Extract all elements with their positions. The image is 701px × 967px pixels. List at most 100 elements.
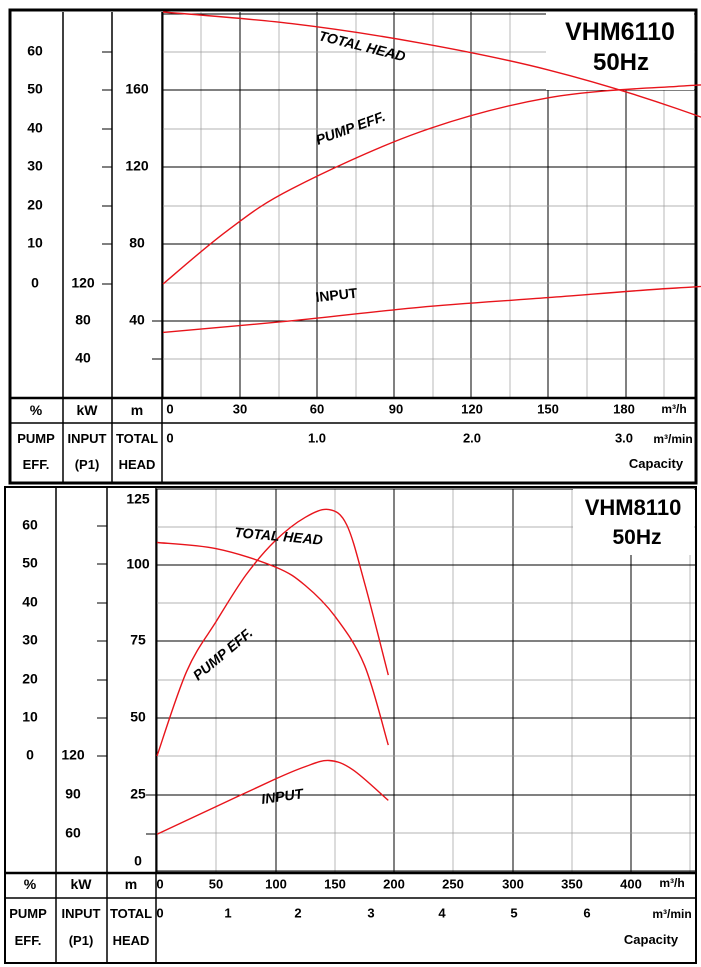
flow-m3min-tick-label: 6 — [583, 905, 590, 920]
head-tick-label: 25 — [130, 786, 146, 802]
performance-curves — [162, 11, 701, 334]
head-name-1: TOTAL — [110, 906, 152, 921]
kw-unit: kW — [77, 402, 99, 418]
pump-eff-tick-label: 10 — [27, 235, 43, 251]
pump-eff-tick-label: 40 — [27, 120, 43, 136]
frequency-label: 50Hz — [612, 526, 661, 549]
pump-eff-tick-label: 30 — [27, 158, 43, 174]
head-tick-label: 125 — [126, 491, 150, 507]
input-kw-tick-label: 120 — [71, 275, 95, 291]
flow-m3h-tick-label: 250 — [442, 876, 464, 891]
flow-m3h-tick-label: 60 — [310, 401, 324, 416]
flow-m3h-tick-label: 300 — [502, 876, 524, 891]
left-axis-ticks: 60 50 40 30 20 10 0 120 80 40 160 120 80 40 — [27, 43, 162, 366]
flow-m3min-unit: m³/min — [653, 432, 692, 446]
pump-eff-tick-label: 20 — [27, 197, 43, 213]
curve-input — [156, 759, 389, 835]
capacity-label: Capacity — [629, 456, 684, 471]
model-title-box — [546, 12, 694, 90]
panel-vhm6110: VHM6110 50Hz 60 50 40 30 20 10 0 120 80 40 160 120 8… — [8, 8, 701, 485]
kw-name-2: (P1) — [75, 457, 100, 472]
kw-name-1: INPUT — [68, 431, 107, 446]
head-unit: m — [125, 876, 137, 892]
head-unit: m — [131, 402, 143, 418]
flow-m3h-unit: m³/h — [659, 876, 684, 890]
curve-label-input: INPUT — [315, 285, 359, 305]
curve-total-head — [162, 11, 701, 118]
flow-m3h-tick-label: 120 — [461, 401, 483, 416]
flow-m3h-tick-label: 90 — [389, 401, 403, 416]
flow-m3h-tick-label: 30 — [233, 401, 247, 416]
head-name-1: TOTAL — [116, 431, 158, 446]
flow-m3min-tick-label: 5 — [510, 905, 517, 920]
curve-label-input: INPUT — [260, 785, 305, 807]
flow-m3min-tick-label: 0 — [166, 430, 173, 445]
model-name: VHM6110 — [565, 18, 675, 46]
flow-m3min-tick-label: 2.0 — [463, 430, 481, 445]
head-tick-label: 0 — [134, 853, 142, 869]
head-name-2: HEAD — [113, 933, 150, 948]
input-kw-tick-label: 90 — [65, 786, 81, 802]
eff-name-1: PUMP — [17, 431, 55, 446]
kw-unit: kW — [71, 876, 93, 892]
flow-m3min-tick-label: 3.0 — [615, 430, 633, 445]
flow-axis-ticks: 0 30 60 90 120 150 180 0 1.0 2.0 3.0 — [166, 401, 634, 445]
flow-m3min-tick-label: 1 — [224, 905, 231, 920]
frequency-label: 50Hz — [593, 49, 649, 76]
pump-eff-tick-label: 0 — [26, 747, 34, 763]
flow-m3min-unit: m³/min — [652, 907, 691, 921]
head-tick-label: 50 — [130, 709, 146, 725]
model-title-box — [573, 489, 694, 555]
curve-pump-eff — [156, 508, 389, 757]
curve-input — [162, 285, 701, 334]
pump-eff-tick-label: 60 — [22, 517, 38, 533]
flow-m3h-unit: m³/h — [661, 402, 686, 416]
flow-m3min-tick-label: 0 — [156, 905, 163, 920]
input-kw-tick-label: 120 — [61, 747, 85, 763]
eff-name-2: EFF. — [15, 933, 42, 948]
flow-m3h-tick-label: 400 — [620, 876, 642, 891]
eff-unit: % — [30, 402, 43, 418]
pump-eff-tick-label: 30 — [22, 632, 38, 648]
model-name: VHM8110 — [585, 495, 682, 520]
panel-border — [4, 486, 697, 964]
flow-m3h-tick-label: 150 — [324, 876, 346, 891]
flow-m3min-tick-label: 3 — [367, 905, 374, 920]
head-tick-label: 75 — [130, 632, 146, 648]
flow-m3min-tick-label: 1.0 — [308, 430, 326, 445]
flow-m3h-tick-label: 180 — [613, 401, 635, 416]
flow-m3min-tick-label: 4 — [438, 905, 446, 920]
pump-eff-tick-label: 20 — [22, 671, 38, 687]
pump-eff-tick-label: 60 — [27, 43, 43, 59]
pump-eff-tick-label: 50 — [27, 81, 43, 97]
kw-name-1: INPUT — [62, 906, 101, 921]
head-name-2: HEAD — [119, 457, 156, 472]
flow-m3h-tick-label: 0 — [156, 876, 163, 891]
pump-eff-tick-label: 10 — [22, 709, 38, 725]
kw-name-2: (P1) — [69, 933, 94, 948]
curve-label-total-head: TOTAL HEAD — [234, 524, 324, 548]
capacity-label: Capacity — [624, 932, 679, 947]
head-tick-label: 100 — [126, 556, 150, 572]
head-tick-label: 80 — [129, 235, 145, 251]
pump-eff-tick-label: 50 — [22, 555, 38, 571]
eff-unit: % — [24, 876, 37, 892]
flow-m3h-tick-label: 50 — [209, 876, 223, 891]
curve-total-head — [156, 541, 389, 746]
head-tick-label: 40 — [129, 312, 145, 328]
performance-curves — [156, 508, 389, 835]
input-kw-tick-label: 40 — [75, 350, 91, 366]
flow-m3min-tick-label: 2 — [294, 905, 301, 920]
curve-pump-eff — [162, 84, 701, 285]
flow-axis-ticks: 0 50 100 150 200 250 300 350 400 0 1 2 3 4 5 6 — [156, 876, 641, 920]
input-kw-tick-label: 60 — [65, 825, 81, 841]
head-tick-label: 120 — [125, 158, 149, 174]
flow-m3h-tick-label: 100 — [265, 876, 287, 891]
pump-eff-tick-label: 0 — [31, 275, 39, 291]
eff-name-1: PUMP — [9, 906, 47, 921]
pump-eff-tick-label: 40 — [22, 594, 38, 610]
flow-m3h-tick-label: 200 — [383, 876, 405, 891]
flow-m3h-tick-label: 150 — [537, 401, 559, 416]
